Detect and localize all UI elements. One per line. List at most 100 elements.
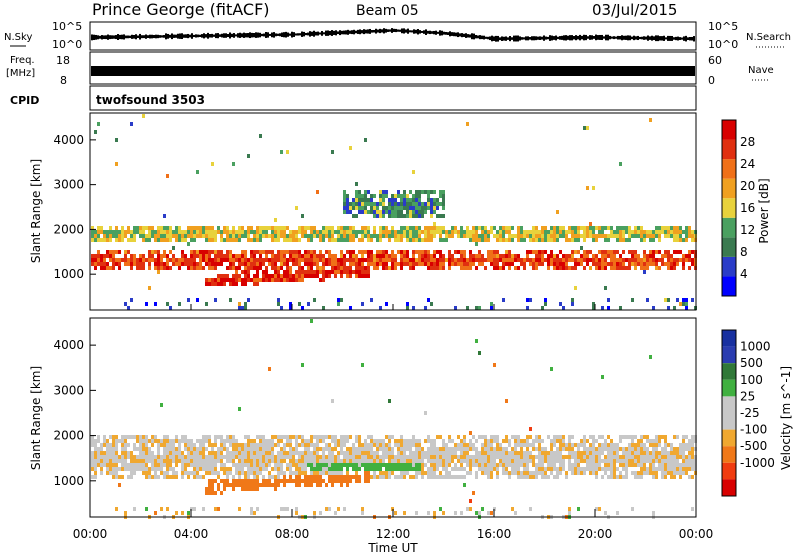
- heatmap-cell: [214, 471, 217, 475]
- heatmap-cell: [136, 447, 139, 451]
- heatmap-cell: [541, 467, 544, 471]
- nsearch-tick-bottom: 10^0: [708, 38, 738, 51]
- heatmap-cell: [538, 463, 541, 467]
- heatmap-cell: [184, 447, 187, 451]
- heatmap-cell: [685, 471, 688, 475]
- heatmap-cell: [325, 258, 328, 262]
- heatmap-cell: [139, 455, 142, 459]
- heatmap-cell: [586, 451, 589, 455]
- heatmap-cell: [361, 459, 364, 463]
- heatmap-cell: [247, 455, 250, 459]
- nsky-point: [431, 31, 433, 34]
- heatmap-cell: [394, 254, 397, 258]
- heatmap-cell: [406, 459, 409, 463]
- heatmap-cell: [118, 234, 121, 238]
- heatmap-cell: [226, 234, 229, 238]
- heatmap-cell: [676, 459, 679, 463]
- heatmap-cell: [457, 435, 460, 439]
- nsky-point: [441, 30, 443, 36]
- heatmap-cell: [580, 471, 583, 475]
- heatmap-cell: [148, 467, 151, 471]
- heatmap-cell: [112, 451, 115, 455]
- heatmap-cell: [319, 435, 322, 439]
- heatmap-cell: [655, 443, 658, 447]
- heatmap-cell: [547, 451, 550, 455]
- heatmap-cell: [685, 230, 688, 234]
- heatmap-cell: [580, 451, 583, 455]
- heatmap-cell: [631, 435, 634, 439]
- heatmap-cell: [433, 254, 436, 258]
- heatmap-cell: [427, 190, 430, 194]
- heatmap-cell: [376, 250, 379, 254]
- heatmap-cell: [613, 258, 616, 262]
- heatmap-cell: [112, 471, 115, 475]
- heatmap-cell: [625, 258, 628, 262]
- heatmap-cell: [673, 266, 676, 270]
- heatmap-cell: [358, 443, 361, 447]
- nsky-point: [307, 32, 309, 36]
- heatmap-cell: [181, 250, 184, 254]
- heatmap-cell: [250, 226, 253, 230]
- heatmap-cell: [274, 459, 277, 463]
- nsky-point: [181, 33, 183, 40]
- heatmap-cell: [190, 226, 193, 230]
- heatmap-cell: [574, 451, 577, 455]
- velocity-colorbar-segment: [722, 462, 736, 480]
- heatmap-cell: [115, 262, 118, 266]
- heatmap-cell: [154, 250, 157, 254]
- heatmap-cell: [463, 435, 466, 439]
- heatmap-cell: [505, 455, 508, 459]
- heatmap-cell: [340, 443, 343, 447]
- heatmap-cell: [298, 262, 301, 266]
- heatmap-cell: [571, 234, 574, 238]
- heatmap-cell: [193, 234, 196, 238]
- heatmap-cell: [676, 238, 679, 242]
- heatmap-cell: [214, 491, 217, 495]
- heatmap-cell: [250, 463, 253, 467]
- heatmap-cell: [454, 226, 457, 230]
- heatmap-cell: [250, 443, 253, 447]
- heatmap-cell: [658, 435, 661, 439]
- heatmap-cell: [271, 483, 274, 487]
- heatmap-cell: [679, 234, 682, 238]
- heatmap-cell: [361, 511, 364, 515]
- heatmap-cell: [127, 238, 130, 242]
- heatmap-cell: [151, 463, 154, 467]
- heatmap-cell: [451, 459, 454, 463]
- heatmap-cell: [244, 451, 247, 455]
- heatmap-cell: [109, 226, 112, 230]
- heatmap-cell: [442, 254, 445, 258]
- heatmap-cell: [628, 455, 631, 459]
- nsky-point: [361, 30, 363, 34]
- heatmap-cell: [247, 154, 250, 158]
- heatmap-cell: [121, 258, 124, 262]
- heatmap-cell: [322, 447, 325, 451]
- heatmap-cell: [595, 463, 598, 467]
- heatmap-cell: [460, 266, 463, 270]
- nsky-point: [223, 33, 225, 38]
- heatmap-cell: [541, 455, 544, 459]
- heatmap-cell: [250, 447, 253, 451]
- nsky-point: [143, 35, 145, 39]
- heatmap-cell: [289, 459, 292, 463]
- heatmap-cell: [280, 234, 283, 238]
- heatmap-cell: [601, 262, 604, 266]
- nsky-point: [131, 34, 133, 39]
- heatmap-cell: [481, 234, 484, 238]
- nsky-point: [505, 36, 507, 41]
- heatmap-cell: [283, 254, 286, 258]
- heatmap-cell: [277, 439, 280, 443]
- nsky-point: [569, 35, 571, 41]
- nsky-point: [645, 36, 647, 40]
- heatmap-cell: [520, 451, 523, 455]
- heatmap-cell: [583, 234, 586, 238]
- heatmap-cell: [535, 230, 538, 234]
- heatmap-cell: [658, 226, 661, 230]
- heatmap-cell: [247, 471, 250, 475]
- heatmap-cell: [163, 459, 166, 463]
- heatmap-cell: [511, 262, 514, 266]
- heatmap-cell: [337, 266, 340, 270]
- heatmap-cell: [280, 451, 283, 455]
- heatmap-cell: [259, 226, 262, 230]
- heatmap-cell: [454, 463, 457, 467]
